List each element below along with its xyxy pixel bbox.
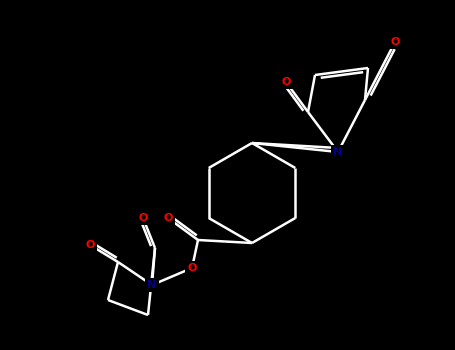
Text: O: O (187, 263, 197, 273)
Text: O: O (138, 213, 148, 223)
Text: O: O (390, 37, 399, 47)
Text: N: N (334, 147, 343, 157)
Text: N: N (147, 280, 157, 290)
Text: O: O (86, 240, 95, 250)
Text: O: O (163, 213, 173, 223)
Text: O: O (281, 77, 291, 87)
